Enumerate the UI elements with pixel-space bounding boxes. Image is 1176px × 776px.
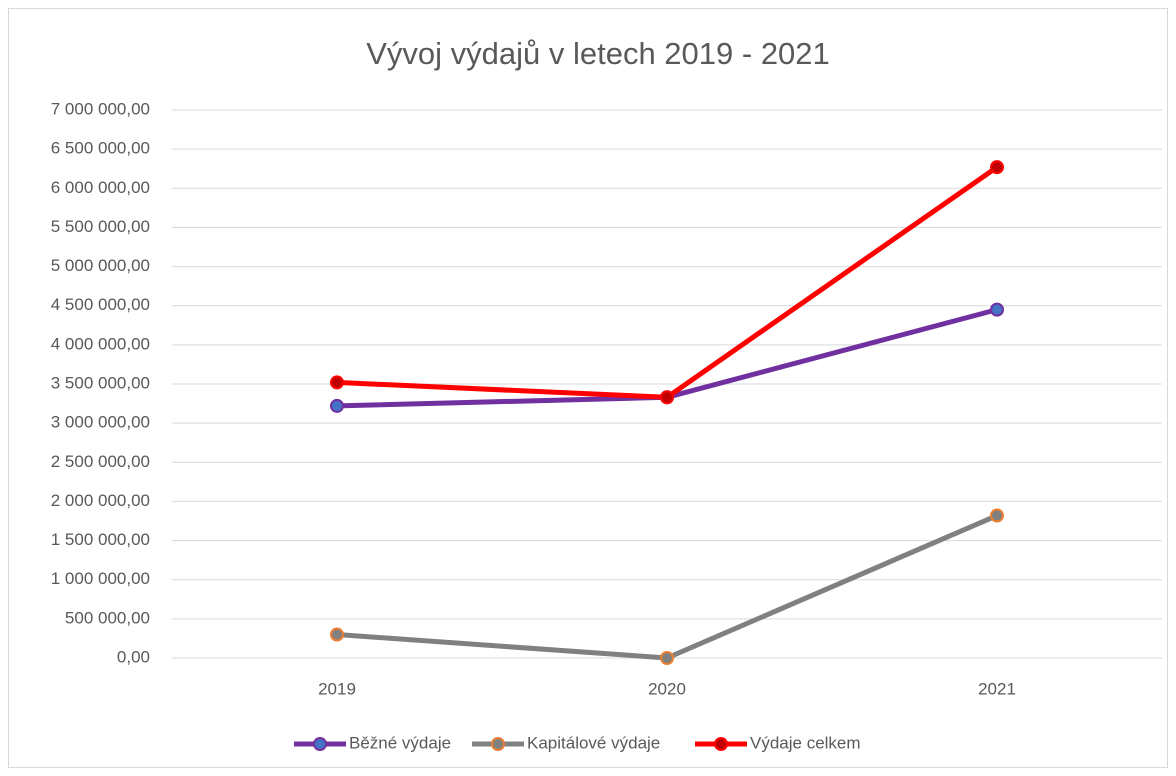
legend-label: Kapitálové výdaje bbox=[527, 733, 660, 752]
y-tick-label: 6 500 000,00 bbox=[51, 139, 150, 158]
y-tick-label: 3 500 000,00 bbox=[51, 373, 150, 392]
y-tick-label: 4 000 000,00 bbox=[51, 334, 150, 353]
legend-marker bbox=[491, 737, 505, 751]
y-tick-label: 500 000,00 bbox=[65, 608, 150, 627]
y-tick-label: 0,00 bbox=[117, 647, 150, 666]
marker bbox=[330, 627, 344, 642]
marker bbox=[330, 375, 344, 390]
y-tick-label: 2 000 000,00 bbox=[51, 491, 150, 510]
y-tick-label: 4 500 000,00 bbox=[51, 295, 150, 314]
legend-marker bbox=[714, 737, 728, 751]
legend-marker bbox=[313, 737, 327, 751]
marker bbox=[990, 160, 1004, 175]
y-tick-label: 6 000 000,00 bbox=[51, 178, 150, 197]
legend-label: Výdaje celkem bbox=[750, 733, 861, 752]
y-tick-label: 3 000 000,00 bbox=[51, 413, 150, 432]
y-tick-label: 5 000 000,00 bbox=[51, 256, 150, 275]
chart-border bbox=[8, 8, 1168, 768]
marker bbox=[330, 398, 344, 413]
x-tick-label: 2021 bbox=[978, 679, 1016, 698]
y-tick-label: 5 500 000,00 bbox=[51, 217, 150, 236]
marker bbox=[990, 508, 1004, 523]
x-tick-label: 2019 bbox=[318, 679, 356, 698]
marker bbox=[990, 302, 1004, 317]
chart-title: Vývoj výdajů v letech 2019 - 2021 bbox=[366, 36, 830, 71]
marker bbox=[660, 651, 674, 665]
x-tick-label: 2020 bbox=[648, 679, 686, 698]
y-tick-label: 1 500 000,00 bbox=[51, 530, 150, 549]
legend-label: Běžné výdaje bbox=[349, 733, 451, 752]
y-tick-label: 2 500 000,00 bbox=[51, 452, 150, 471]
y-tick-label: 7 000 000,00 bbox=[51, 99, 150, 118]
y-tick-label: 1 000 000,00 bbox=[51, 569, 150, 588]
marker bbox=[660, 390, 674, 405]
